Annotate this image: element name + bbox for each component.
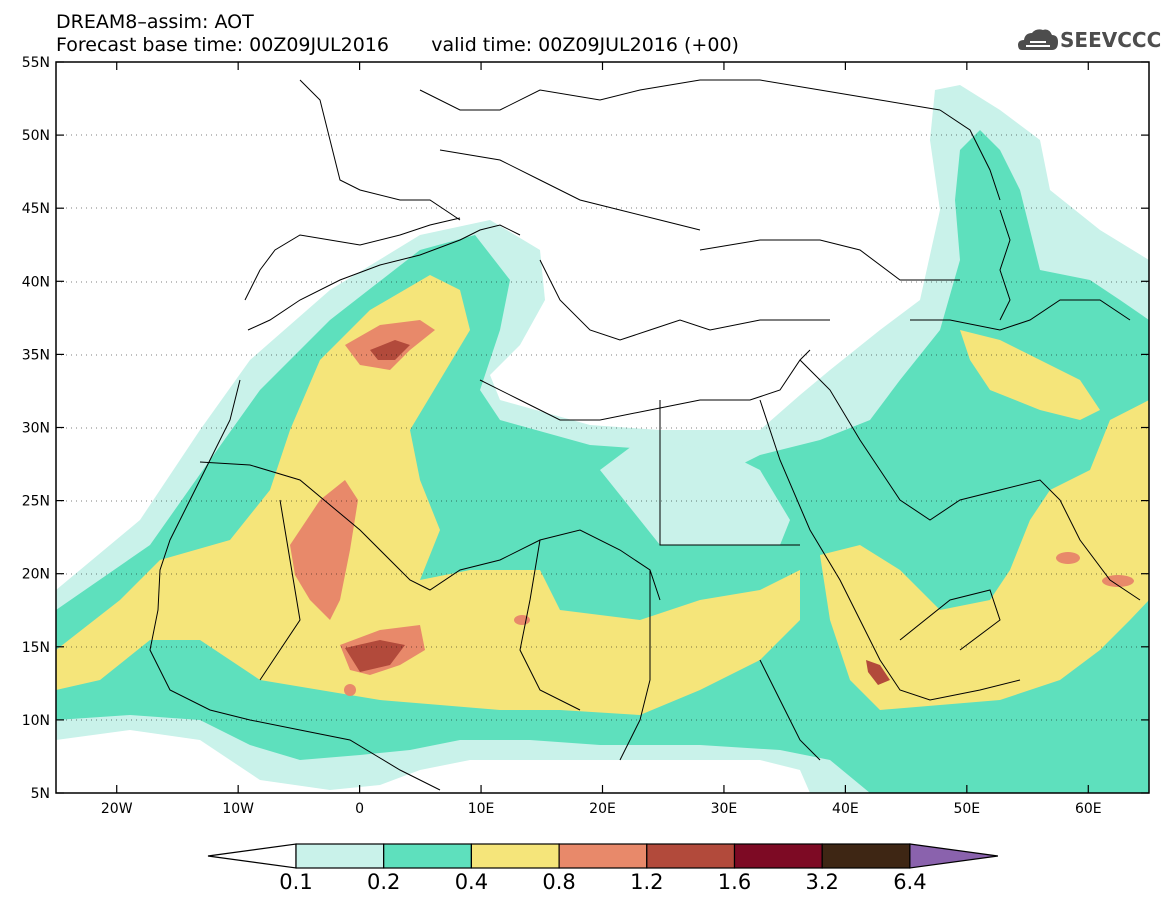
colorbar-label: 1.2	[630, 870, 664, 894]
lon-tick-label: 50E	[953, 801, 980, 817]
colorbar-swatch	[470, 843, 560, 869]
cloud-icon	[1018, 29, 1058, 50]
lat-tick-label: 55N	[22, 55, 50, 71]
colorbar-swatch	[558, 843, 648, 869]
colorbar-swatch-high	[909, 843, 998, 869]
lon-tick-label: 30E	[711, 801, 738, 817]
lat-tick-label: 15N	[22, 640, 50, 656]
lat-tick-label: 50N	[22, 128, 50, 144]
colorbar-swatch-low	[207, 843, 297, 869]
lat-tick-label: 5N	[31, 786, 50, 802]
colorbar-swatch	[383, 843, 473, 869]
aot-band-0.4-0.8	[56, 275, 1149, 715]
map-title: DREAM8–assim: AOT	[56, 11, 254, 33]
colorbar-label: 0.2	[366, 870, 401, 894]
lat-tick-label: 45N	[22, 201, 50, 217]
lon-tick-label: 40E	[832, 801, 859, 817]
lon-tick-label: 10E	[468, 801, 495, 817]
colorbar-label: 1.6	[717, 870, 752, 894]
aot-band-0.1-0.2-inner	[600, 440, 790, 545]
colorbar-label: 0.8	[542, 870, 576, 894]
lat-tick-label: 35N	[22, 347, 50, 363]
colorbar-label: 0.4	[454, 870, 489, 894]
lon-tick-label: 20E	[589, 801, 616, 817]
colorbar-label: 3.2	[805, 870, 839, 894]
colorbar-swatch	[733, 843, 823, 869]
colorbar-swatch	[295, 843, 385, 869]
colorbar-label: 0.1	[279, 870, 313, 894]
lat-tick-label: 20N	[22, 567, 50, 583]
lon-tick-label: 0	[355, 801, 364, 817]
coastlines	[149, 79, 1141, 791]
lat-tick-label: 10N	[22, 713, 50, 729]
time-info: Forecast base time: 00Z09JUL2016 valid t…	[56, 34, 739, 56]
base-time: Forecast base time: 00Z09JUL2016	[56, 34, 389, 56]
lon-tick-label: 20W	[101, 801, 133, 817]
lat-axis: 55N 50N 45N 40N 35N 30N 25N 20N 15N 10N 5N	[22, 55, 1149, 802]
lat-tick-label: 25N	[22, 494, 50, 510]
lon-tick-label: 10W	[222, 801, 254, 817]
lat-tick-label: 40N	[22, 274, 50, 290]
graticule	[56, 134, 1149, 721]
aot-band-1.2-1.6	[345, 340, 890, 685]
colorbar-swatch	[821, 843, 911, 869]
logo-text: SEEVCCC	[1060, 28, 1162, 52]
lat-tick-label: 30N	[22, 421, 50, 437]
colorbar-swatch	[646, 843, 736, 869]
lon-tick-label: 60E	[1075, 801, 1102, 817]
lon-axis: 20W 10W 0 10E 20E 30E 40E 50E 60E	[101, 62, 1102, 817]
valid-time: valid time: 00Z09JUL2016 (+00)	[431, 34, 739, 56]
colorbar-label: 6.4	[893, 870, 927, 894]
